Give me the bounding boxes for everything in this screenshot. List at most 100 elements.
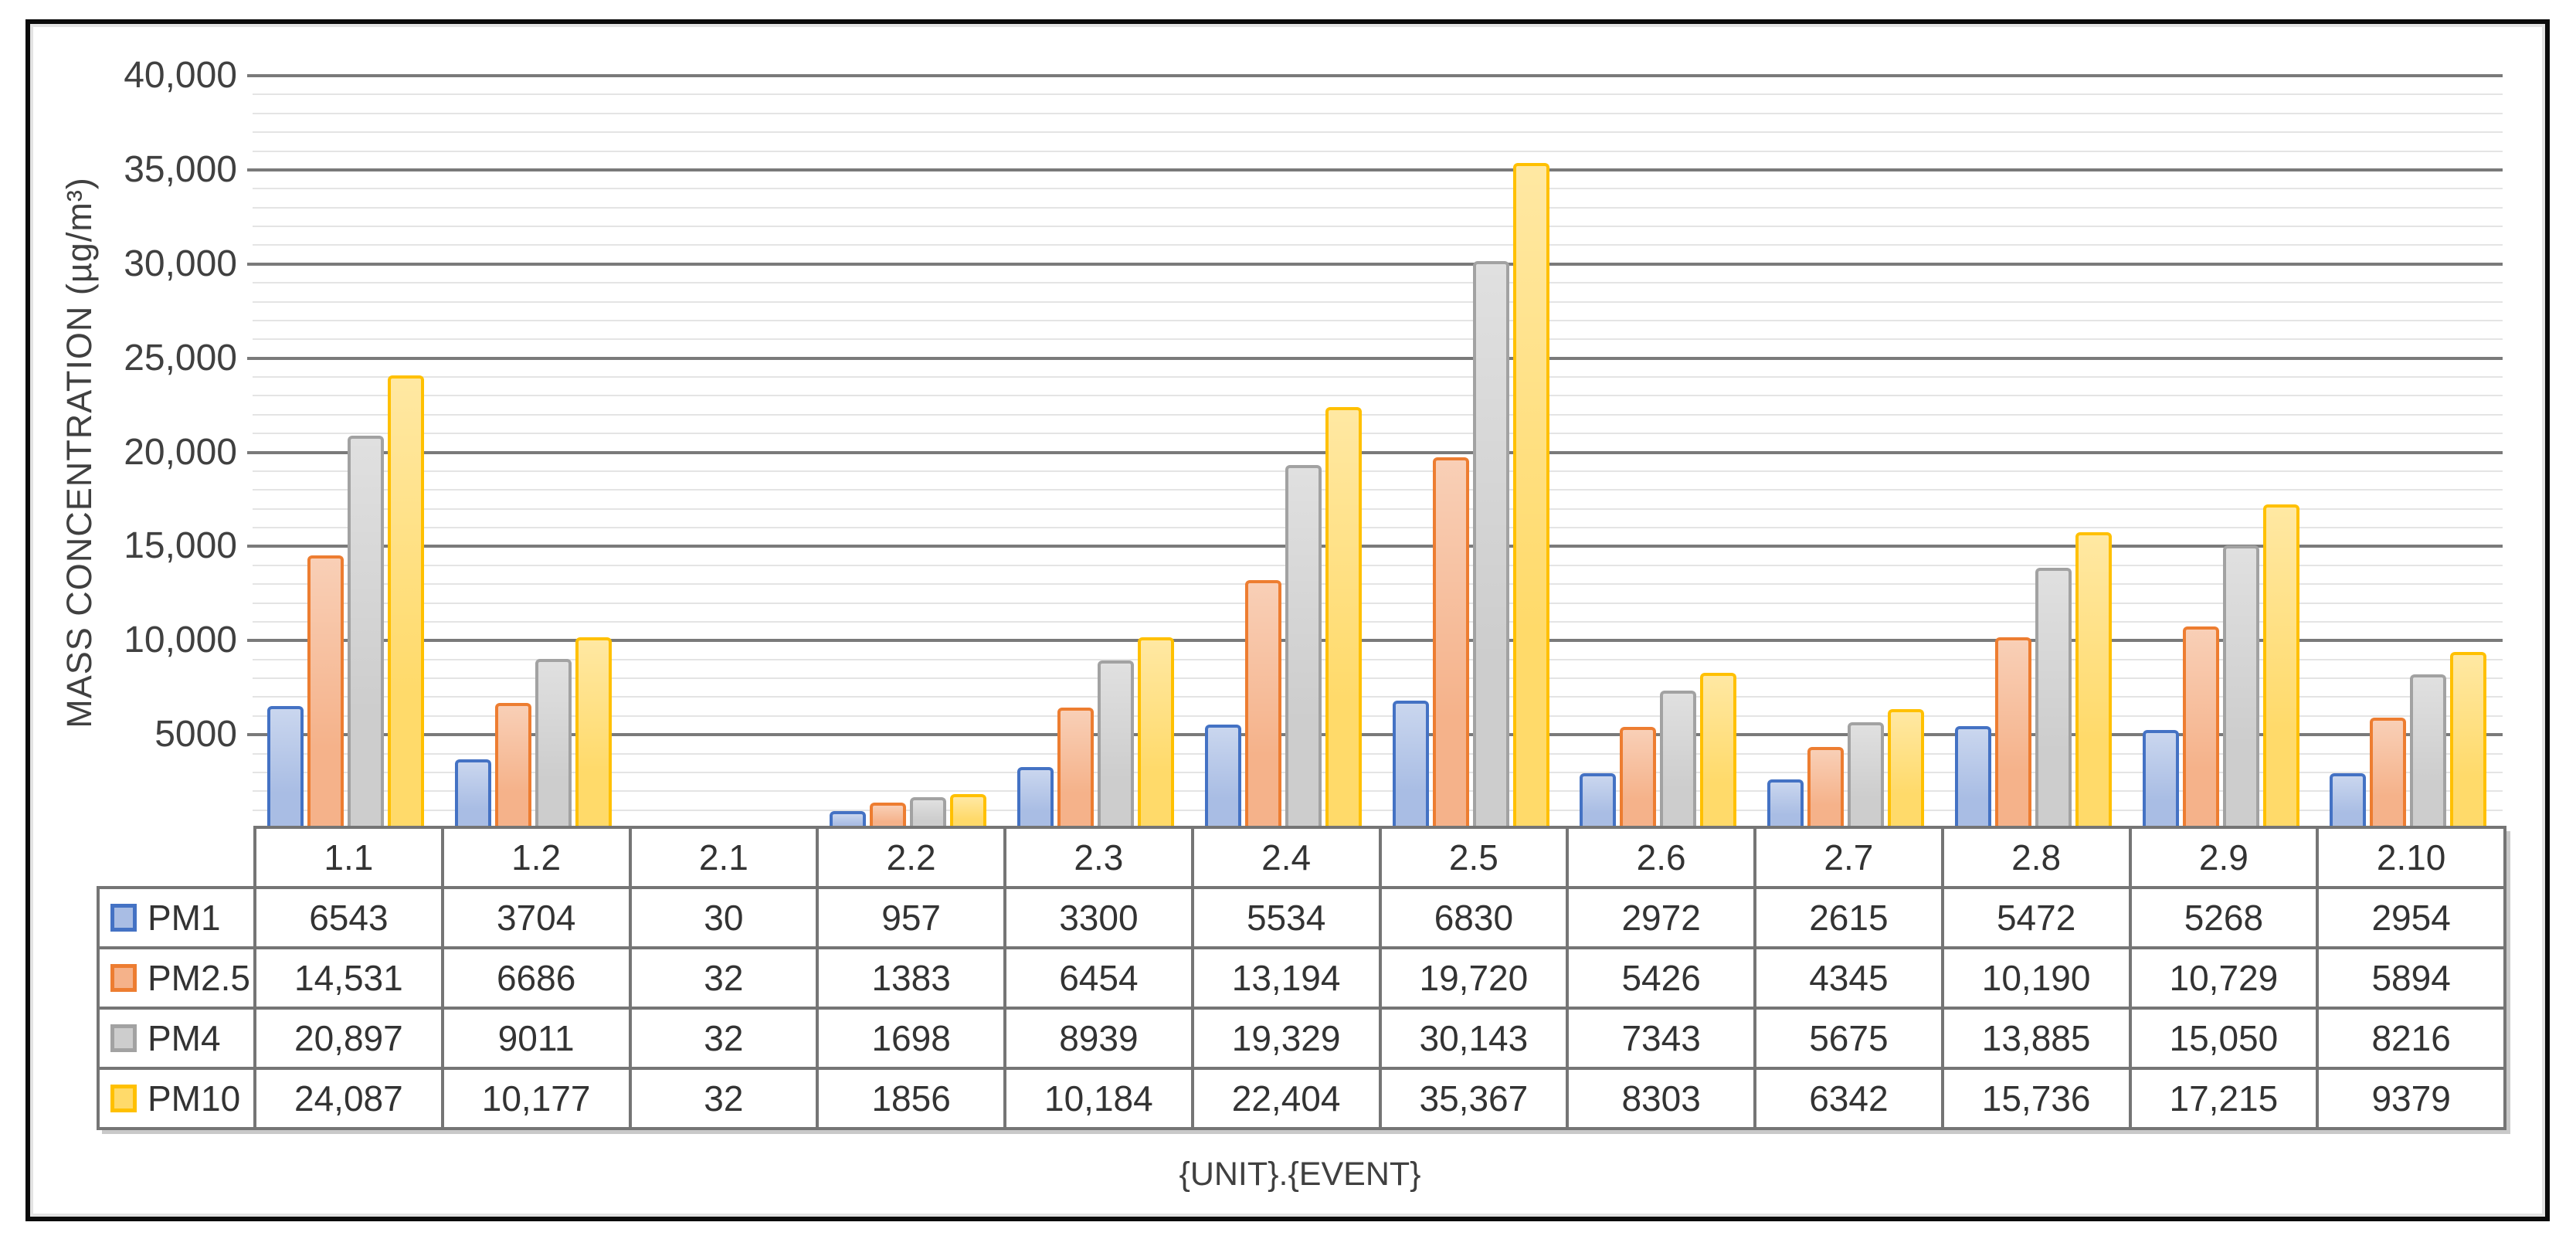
col-header-2.3: 2.3	[1003, 826, 1194, 889]
minor-gridline-33000	[253, 207, 2503, 209]
legend-cell-pm4: PM4	[97, 1007, 256, 1070]
bar-pm10-2.8	[2075, 532, 2112, 829]
y-tick-label-25000: 25,000	[124, 338, 237, 379]
legend-label: PM1	[148, 898, 221, 938]
bar-pm1-2.8	[1955, 726, 1991, 829]
major-gridline-20000	[247, 451, 2503, 454]
cell-pm1-2.4: 5534	[1190, 886, 1382, 949]
cell-pm25-1.1: 14,531	[253, 946, 444, 1010]
cell-pm25-2.1: 32	[628, 946, 820, 1010]
bar-pm10-2.6	[1700, 673, 1736, 829]
bar-pm25-2.10	[2370, 718, 2406, 829]
minor-gridline-18000	[253, 489, 2503, 491]
bar-pm25-2.6	[1620, 727, 1656, 829]
minor-gridline-36000	[253, 151, 2503, 152]
minor-gridline-16000	[253, 527, 2503, 528]
bar-pm1-1.1	[267, 706, 304, 829]
bar-pm10-2.3	[1138, 637, 1174, 829]
minor-gridline-13000	[253, 583, 2503, 585]
y-tick-label-15000: 15,000	[124, 525, 237, 566]
legend-cell-pm25: PM2.5	[97, 946, 256, 1010]
cell-pm10-2.5: 35,367	[1378, 1067, 1570, 1130]
bar-pm1-2.2	[830, 811, 866, 829]
legend-swatch-icon	[110, 1024, 137, 1052]
col-header-1.2: 1.2	[440, 826, 632, 889]
bar-pm1-2.5	[1393, 701, 1429, 829]
bar-pm4-2.4	[1285, 465, 1322, 829]
legend-entry: PM4	[101, 1017, 252, 1059]
cell-pm10-1.1: 24,087	[253, 1067, 444, 1130]
legend-swatch-icon	[110, 904, 137, 932]
cell-pm10-2.9: 17,215	[2128, 1067, 2320, 1130]
bar-pm1-2.9	[2143, 730, 2179, 829]
bar-pm1-2.10	[2330, 773, 2366, 829]
y-tick-label-30000: 30,000	[124, 243, 237, 284]
x-axis-title: {UNIT}.{EVENT}	[1179, 1156, 1421, 1193]
bar-pm4-2.2	[910, 797, 946, 829]
col-header-2.10: 2.10	[2316, 826, 2506, 889]
cell-pm1-2.3: 3300	[1003, 886, 1194, 949]
bar-pm25-1.1	[307, 555, 344, 829]
cell-pm1-2.10: 2954	[2316, 886, 2506, 949]
cell-pm10-2.8: 15,736	[1940, 1067, 2132, 1130]
major-gridline-25000	[247, 357, 2503, 360]
legend-label: PM10	[148, 1078, 241, 1119]
col-header-1.1: 1.1	[253, 826, 444, 889]
bar-pm10-2.10	[2450, 652, 2486, 829]
major-gridline-35000	[247, 168, 2503, 171]
minor-gridline-3000	[253, 772, 2503, 773]
cell-pm1-2.9: 5268	[2128, 886, 2320, 949]
table-row-pm10: PM10 24,087 10,177 32 1856 10,184 22,404 35,367…	[97, 1067, 2506, 1130]
bar-pm4-2.9	[2223, 545, 2259, 829]
y-tick-label-5000: 5000	[154, 714, 237, 755]
bar-pm10-1.1	[388, 375, 424, 829]
legend-entry: PM2.5	[101, 957, 252, 999]
bar-pm4-2.7	[1848, 722, 1884, 829]
minor-gridline-22000	[253, 414, 2503, 416]
chart-inner-frame	[30, 24, 2545, 1217]
major-gridline-5000	[247, 733, 2503, 736]
bar-pm10-2.2	[950, 794, 986, 829]
cell-pm10-2.10: 9379	[2316, 1067, 2506, 1130]
cell-pm25-2.9: 10,729	[2128, 946, 2320, 1010]
bar-pm10-2.5	[1513, 163, 1549, 829]
bar-pm10-2.7	[1888, 709, 1924, 829]
bar-pm4-2.6	[1660, 691, 1696, 829]
bar-pm25-2.8	[1995, 637, 2031, 829]
cell-pm4-2.3: 8939	[1003, 1007, 1194, 1070]
major-gridline-15000	[247, 545, 2503, 548]
minor-gridline-14000	[253, 565, 2503, 566]
minor-gridline-6000	[253, 715, 2503, 717]
bar-pm1-2.4	[1205, 725, 1241, 829]
cell-pm1-1.1: 6543	[253, 886, 444, 949]
cell-pm4-2.9: 15,050	[2128, 1007, 2320, 1070]
cell-pm4-1.1: 20,897	[253, 1007, 444, 1070]
col-header-2.9: 2.9	[2128, 826, 2320, 889]
bar-pm25-2.7	[1807, 747, 1844, 829]
cell-pm10-1.2: 10,177	[440, 1067, 632, 1130]
minor-gridline-23000	[253, 395, 2503, 396]
minor-gridline-31000	[253, 244, 2503, 246]
legend-label: PM2.5	[148, 958, 250, 998]
cell-pm4-2.2: 1698	[816, 1007, 1006, 1070]
minor-gridline-8000	[253, 677, 2503, 679]
cell-pm25-2.10: 5894	[2316, 946, 2506, 1010]
minor-gridline-19000	[253, 470, 2503, 472]
bar-pm10-1.2	[575, 637, 612, 829]
cell-pm4-2.6: 7343	[1566, 1007, 1756, 1070]
cell-pm1-2.6: 2972	[1566, 886, 1756, 949]
cell-pm1-2.1: 30	[628, 886, 820, 949]
minor-gridline-34000	[253, 188, 2503, 189]
minor-gridline-9000	[253, 659, 2503, 660]
col-header-2.5: 2.5	[1378, 826, 1570, 889]
bar-pm25-2.5	[1433, 457, 1469, 829]
cell-pm10-2.2: 1856	[816, 1067, 1006, 1130]
col-header-2.4: 2.4	[1190, 826, 1382, 889]
table-row-pm25: PM2.5 14,531 6686 32 1383 6454 13,194 19,720 542…	[97, 946, 2506, 1010]
minor-gridline-26000	[253, 338, 2503, 340]
table-row-pm4: PM4 20,897 9011 32 1698 8939 19,329 30,143 7343 5…	[97, 1007, 2506, 1070]
bar-pm1-2.7	[1767, 779, 1804, 829]
cell-pm1-2.7: 2615	[1753, 886, 1944, 949]
minor-gridline-32000	[253, 226, 2503, 227]
